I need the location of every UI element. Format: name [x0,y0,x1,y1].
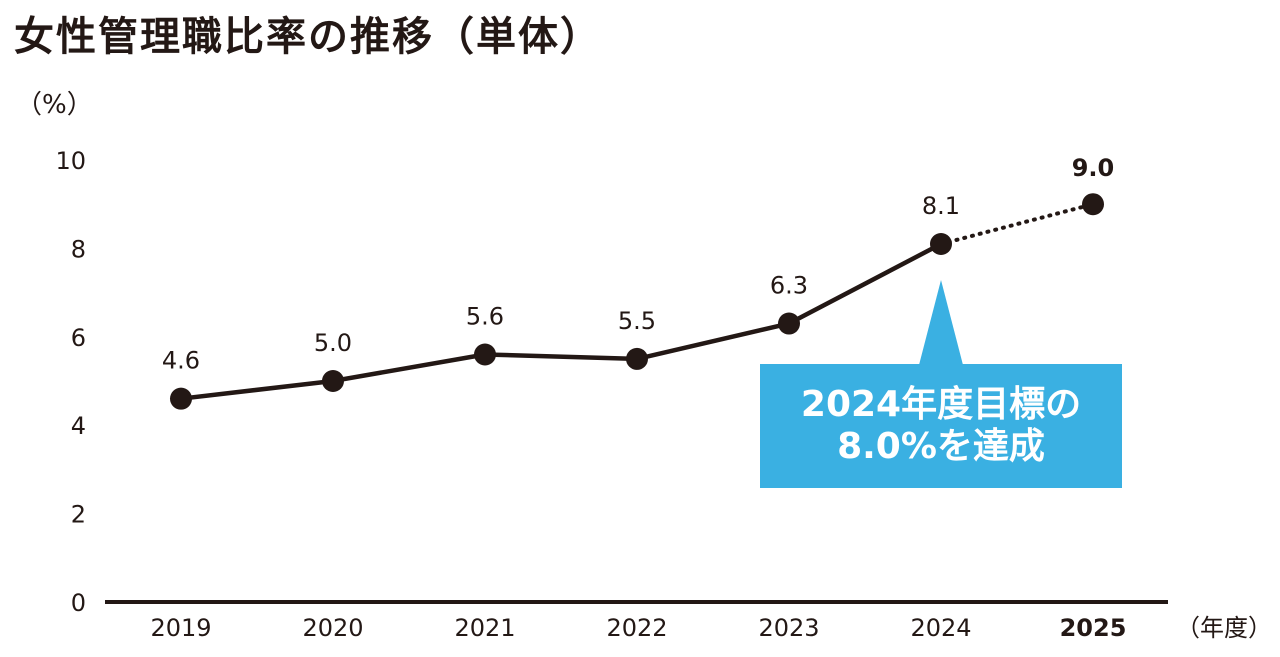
data-label: 6.3 [770,272,808,300]
x-tick-label: 2020 [302,614,363,642]
series-line-segment [330,352,488,384]
x-tick-label: 2021 [454,614,515,642]
data-label: 5.6 [466,302,504,330]
x-axis-unit: （年度） [1176,614,1272,642]
data-label: 9.0 [1072,154,1115,182]
data-point [170,387,192,410]
y-tick-label: 2 [71,501,86,529]
series-line-segment [786,241,944,326]
data-point [322,370,344,392]
y-tick-label: 10 [55,147,86,175]
chart-title: 女性管理職比率の推移（単体） [14,14,602,60]
y-axis-unit: （%） [16,90,93,120]
callout-pointer [919,279,963,365]
data-point [474,343,496,366]
data-label: 4.6 [162,347,200,375]
x-tick-label: 2025 [1060,614,1127,642]
x-tick-label: 2024 [910,614,971,642]
data-point [930,232,952,255]
data-point [626,347,648,370]
data-label: 5.0 [314,329,352,357]
y-tick-label: 4 [71,412,86,440]
series-line-dotted-segment [939,202,1095,246]
target-achieved-callout: 2024年度目標の 8.0%を達成 [760,364,1122,488]
x-tick-label: 2023 [758,614,819,642]
y-tick-label: 0 [71,589,86,617]
series-line-segment [634,321,792,362]
x-tick-label: 2022 [606,614,667,642]
x-tick-label: 2019 [150,614,211,642]
y-tick-label: 8 [71,235,86,263]
data-label: 8.1 [922,192,960,220]
y-tick-label: 6 [71,324,86,352]
data-point [1082,193,1104,216]
callout-line-1: 2024年度目標の [800,384,1082,425]
data-point [778,312,800,335]
data-label: 5.5 [618,307,656,335]
series-line-segment [178,378,336,401]
callout-line-2: 8.0%を達成 [837,426,1045,467]
series-line-segment [482,352,640,362]
